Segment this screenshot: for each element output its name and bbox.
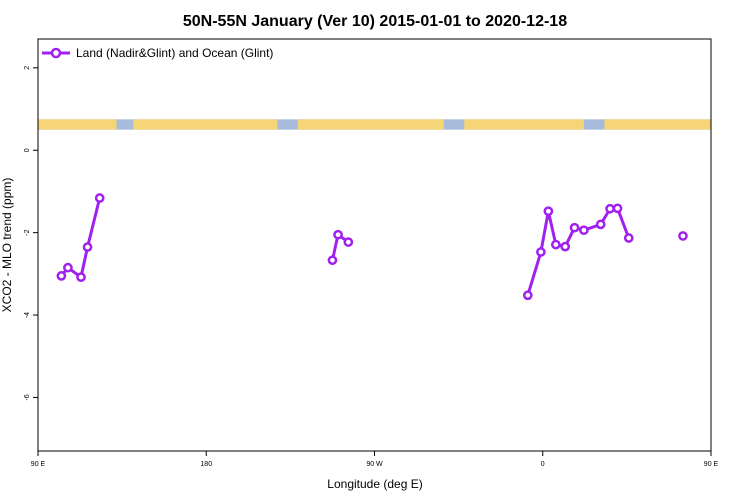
y-tick-label: 0 bbox=[24, 148, 31, 152]
data-point bbox=[737, 264, 744, 271]
y-axis-label: XCO2 - MLO trend (ppm) bbox=[0, 178, 14, 313]
data-point bbox=[678, 231, 688, 241]
data-point bbox=[569, 222, 580, 233]
legend-marker bbox=[50, 47, 62, 59]
data-point bbox=[63, 262, 73, 273]
x-axis-label: Longitude (deg E) bbox=[327, 477, 422, 491]
data-point bbox=[595, 219, 606, 230]
data-point bbox=[560, 241, 571, 252]
plot-frame bbox=[37, 38, 712, 452]
land-segment bbox=[297, 119, 444, 130]
x-tick-label: 90 W bbox=[366, 461, 383, 468]
x-tick-label: 90 E bbox=[704, 461, 719, 468]
landmask-band bbox=[38, 119, 711, 130]
data-point bbox=[82, 242, 93, 252]
data-point bbox=[612, 203, 623, 214]
data-point bbox=[536, 247, 546, 257]
data-point bbox=[522, 290, 533, 301]
data-point bbox=[327, 255, 338, 266]
series-layer bbox=[56, 193, 750, 301]
data-point bbox=[343, 237, 354, 247]
data-point bbox=[543, 206, 554, 217]
series-line bbox=[734, 198, 750, 277]
y-tick-label: 2 bbox=[24, 66, 31, 70]
y-tick-label: -4 bbox=[24, 312, 31, 318]
land-segment bbox=[133, 119, 278, 130]
data-point bbox=[605, 203, 615, 214]
x-tick-label: 0 bbox=[541, 461, 545, 468]
x-tick-label: 180 bbox=[200, 461, 212, 468]
y-tick-label: -2 bbox=[24, 229, 31, 235]
data-point bbox=[76, 272, 86, 282]
x-axis: 90 E 180 90 W 0 90 E bbox=[31, 451, 719, 468]
data-point bbox=[550, 239, 561, 250]
y-axis: 2 0 -2 -4 -6 bbox=[24, 66, 38, 401]
data-point bbox=[623, 233, 634, 243]
data-point bbox=[731, 272, 738, 279]
x-tick-label: 90 E bbox=[31, 461, 46, 468]
land-segment bbox=[38, 119, 117, 130]
data-point bbox=[56, 271, 67, 281]
land-segment bbox=[604, 119, 711, 130]
chart-title: 50N-55N January (Ver 10) 2015-01-01 to 2… bbox=[183, 13, 567, 30]
data-point bbox=[579, 225, 589, 236]
land-segment bbox=[464, 119, 584, 130]
legend-label: Land (Nadir&Glint) and Ocean (Glint) bbox=[76, 46, 273, 60]
legend: Land (Nadir&Glint) and Ocean (Glint) bbox=[42, 46, 273, 60]
data-point bbox=[333, 229, 343, 240]
data-point bbox=[94, 193, 105, 203]
y-tick-label: -6 bbox=[24, 394, 31, 400]
